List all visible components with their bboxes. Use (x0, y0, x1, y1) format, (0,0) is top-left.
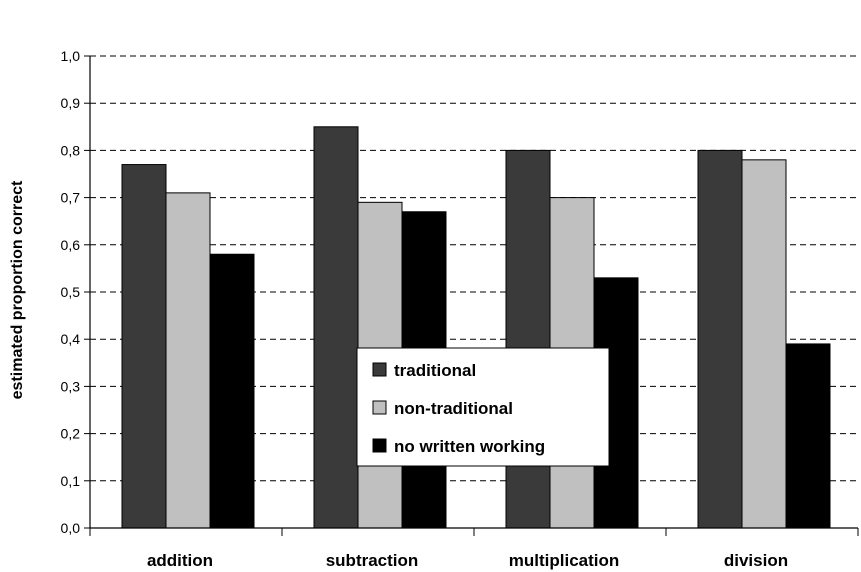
bar-subtraction-traditional (313, 126, 359, 529)
y-tick-label: 0,5 (61, 284, 81, 300)
legend-box (356, 347, 610, 467)
legend: traditional non-traditional no written wor… (356, 347, 610, 467)
legend-label: no written working (394, 437, 545, 456)
y-tick-label: 0,7 (61, 190, 81, 206)
x-tick-label: multiplication (509, 551, 620, 570)
bar-division-traditional (697, 149, 743, 529)
y-tick-label: 0,9 (61, 95, 81, 111)
bar-multiplication-traditional (505, 149, 551, 529)
bar-division-non-traditional (741, 159, 787, 529)
x-tick-labels: addition subtraction multiplication divisio… (147, 551, 788, 570)
y-tick-label: 0,6 (61, 237, 81, 253)
bar-addition-traditional (121, 164, 167, 529)
y-tick-label: 0,1 (61, 473, 81, 489)
y-tick-label: 1,0 (61, 48, 81, 64)
y-axis-label: estimated proportion correct (9, 180, 26, 399)
bar-addition-no-written-working (209, 253, 255, 529)
legend-swatch (372, 362, 387, 377)
y-tick-label: 0,0 (61, 520, 81, 536)
x-tick-label: division (724, 551, 788, 570)
legend-label: non-traditional (394, 399, 513, 418)
legend-label: traditional (394, 361, 476, 380)
axes (84, 55, 859, 536)
y-tick-label: 0,3 (61, 378, 81, 394)
x-tick-label: addition (147, 551, 213, 570)
y-tick-label: 0,2 (61, 426, 81, 442)
bar-addition-non-traditional (165, 192, 211, 529)
legend-swatch (372, 400, 387, 415)
legend-swatch (372, 438, 387, 453)
y-tick-labels: 0,0 0,1 0,2 0,3 0,4 0,5 0,6 0,7 0,8 0,9 1,0 (61, 48, 81, 536)
bars (121, 126, 831, 529)
y-tick-label: 0,8 (61, 142, 81, 158)
bar-division-no-written-working (785, 343, 831, 529)
y-tick-label: 0,4 (61, 331, 81, 347)
x-tick-label: subtraction (326, 551, 419, 570)
